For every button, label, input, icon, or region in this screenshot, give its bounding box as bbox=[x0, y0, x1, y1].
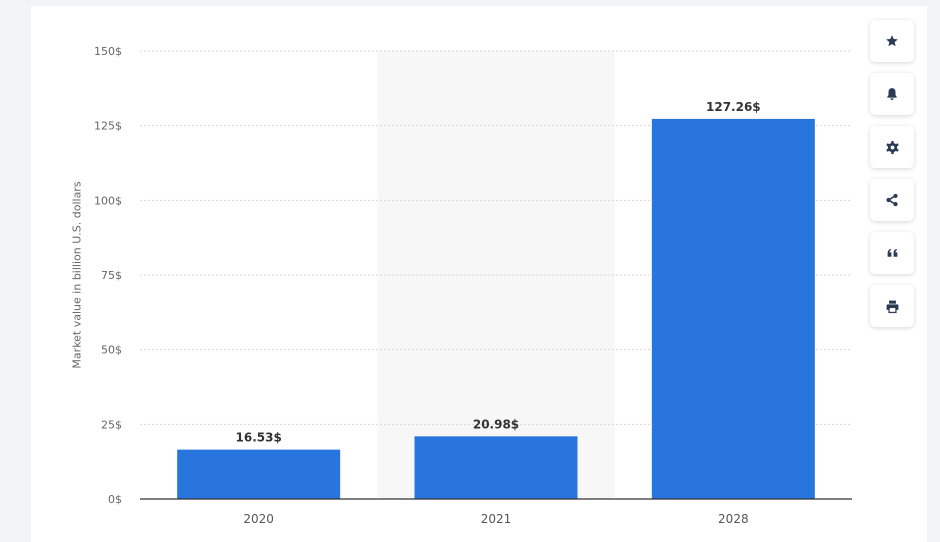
settings-button[interactable] bbox=[870, 126, 914, 168]
y-tick-label: 0$ bbox=[108, 493, 122, 506]
bar-2028[interactable] bbox=[651, 118, 815, 499]
share-icon bbox=[886, 193, 898, 207]
notification-button[interactable] bbox=[870, 73, 914, 115]
bell-icon bbox=[887, 88, 897, 100]
value-label-2021: 20.98$ bbox=[473, 417, 519, 431]
star-icon bbox=[886, 35, 898, 47]
y-tick-label: 125$ bbox=[94, 120, 122, 133]
share-button[interactable] bbox=[870, 179, 914, 221]
chart-toolbar bbox=[870, 20, 914, 338]
x-tick-label-2020: 2020 bbox=[243, 512, 274, 526]
value-label-2020: 16.53$ bbox=[236, 431, 282, 445]
favorite-button[interactable] bbox=[870, 20, 914, 62]
y-tick-label: 75$ bbox=[101, 269, 122, 282]
x-tick-label-2028: 2028 bbox=[718, 512, 749, 526]
printer-icon bbox=[886, 300, 898, 313]
cite-button[interactable] bbox=[870, 232, 914, 274]
y-tick-label: 150$ bbox=[94, 45, 122, 58]
print-button[interactable] bbox=[870, 285, 914, 327]
y-tick-label: 100$ bbox=[94, 194, 122, 207]
value-label-2028: 127.26$ bbox=[706, 100, 761, 114]
x-tick-label-2021: 2021 bbox=[481, 512, 512, 526]
y-axis-title: Market value in billion U.S. dollars bbox=[70, 181, 84, 369]
gear-icon bbox=[885, 140, 899, 154]
bar-2021[interactable] bbox=[414, 436, 578, 499]
bar-2020[interactable] bbox=[177, 449, 341, 499]
y-tick-label: 50$ bbox=[101, 344, 122, 357]
quote-icon bbox=[887, 248, 897, 257]
y-tick-label: 25$ bbox=[101, 418, 122, 431]
